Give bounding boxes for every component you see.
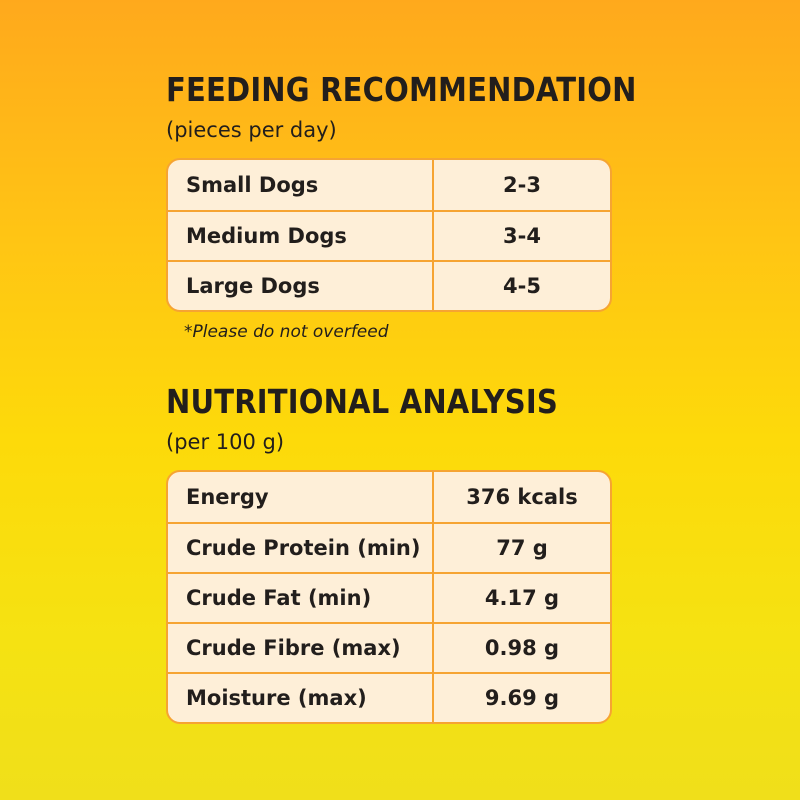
- row-label: Crude Fat (min): [168, 574, 434, 622]
- table-row: Large Dogs 4-5: [168, 260, 610, 310]
- row-label: Crude Protein (min): [168, 524, 434, 572]
- row-value: 4-5: [503, 274, 541, 298]
- nutrition-subtitle: (per 100 g): [166, 430, 285, 454]
- row-label: Energy: [168, 472, 434, 522]
- table-row: Crude Fat (min) 4.17 g: [168, 572, 610, 622]
- table-row: Crude Protein (min) 77 g: [168, 522, 610, 572]
- row-label: Moisture (max): [168, 674, 434, 722]
- row-value: 2-3: [503, 173, 541, 197]
- row-value: 77 g: [496, 536, 548, 560]
- row-label: Medium Dogs: [168, 212, 434, 260]
- row-label: Large Dogs: [168, 262, 434, 310]
- row-label: Crude Fibre (max): [168, 624, 434, 672]
- row-value: 0.98 g: [484, 636, 560, 660]
- nutrition-title: NUTRITIONAL ANALYSIS: [166, 382, 558, 421]
- feeding-title: FEEDING RECOMMENDATION: [166, 70, 637, 109]
- overfeed-note: *Please do not overfeed: [184, 322, 389, 342]
- feeding-table: Small Dogs 2-3 Medium Dogs 3-4 Large Dog…: [166, 158, 612, 312]
- table-row: Energy 376 kcals: [168, 472, 610, 522]
- row-value: 376 kcals: [466, 485, 578, 509]
- row-value: 3-4: [503, 224, 541, 248]
- table-row: Crude Fibre (max) 0.98 g: [168, 622, 610, 672]
- feeding-subtitle: (pieces per day): [166, 118, 337, 142]
- table-row: Moisture (max) 9.69 g: [168, 672, 610, 722]
- table-row: Small Dogs 2-3: [168, 160, 610, 210]
- row-value: 9.69 g: [484, 686, 560, 710]
- table-row: Medium Dogs 3-4: [168, 210, 610, 260]
- row-label: Small Dogs: [168, 160, 434, 210]
- nutrition-table: Energy 376 kcals Crude Protein (min) 77 …: [166, 470, 612, 724]
- row-value: 4.17 g: [484, 586, 560, 610]
